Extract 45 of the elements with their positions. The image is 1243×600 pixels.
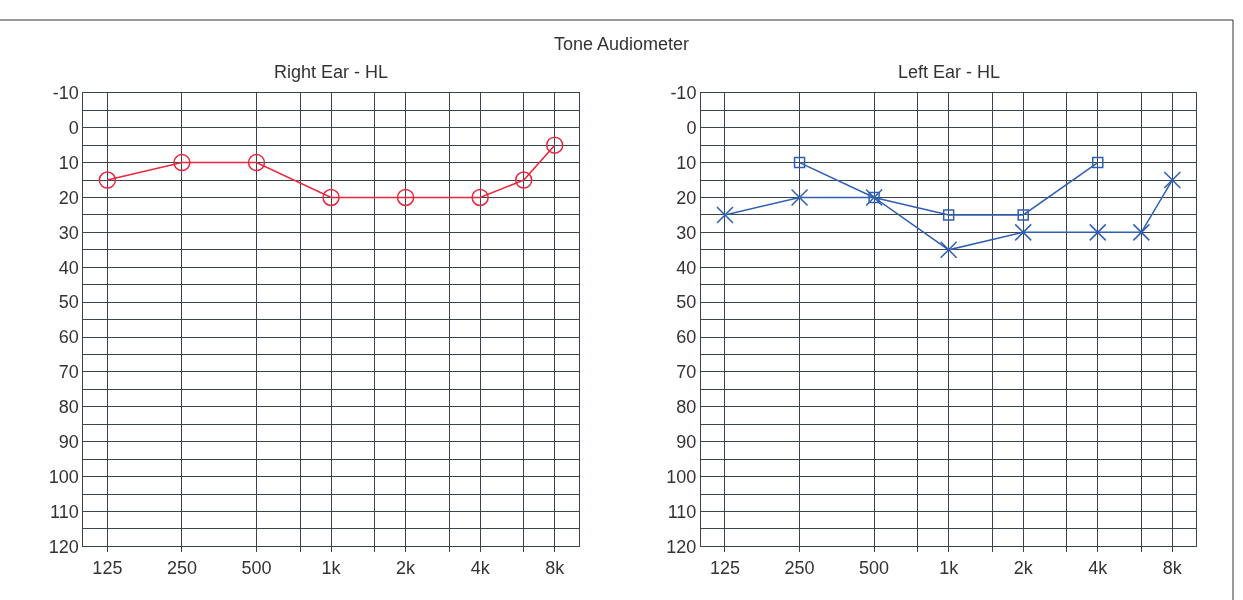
- y-tick-label: 80: [58, 397, 79, 418]
- y-tick-label: 80: [676, 397, 697, 418]
- x-tick-label: 1k: [939, 558, 960, 578]
- y-tick-label: 70: [58, 362, 79, 383]
- y-tick-label: 40: [676, 257, 697, 278]
- y-tick-label: 0: [686, 117, 697, 138]
- y-tick-label: 70: [676, 362, 697, 383]
- y-tick-label: 110: [50, 501, 79, 522]
- x-tick-label: 8k: [545, 558, 566, 578]
- x-tick-label: 2k: [1013, 558, 1034, 578]
- x-tick-label: 4k: [470, 558, 491, 578]
- x-tick-label: 125: [709, 558, 741, 578]
- y-tick-label: 40: [58, 257, 79, 278]
- y-tick-label: 20: [58, 187, 79, 208]
- y-tick-label: 100: [666, 466, 697, 487]
- x-tick-label: 250: [784, 558, 815, 578]
- y-tick-label: 60: [58, 327, 79, 348]
- y-tick-label: 10: [58, 152, 79, 173]
- y-tick-label: 90: [58, 432, 79, 453]
- x-tick-label: 1k: [321, 558, 342, 578]
- y-tick-label: 60: [676, 327, 697, 348]
- y-tick-label: 20: [676, 187, 697, 208]
- x-tick-label: 250: [166, 558, 197, 578]
- y-tick-label: 10: [676, 152, 697, 173]
- chart-title: Left Ear - HL: [898, 62, 1001, 82]
- y-tick-label: 30: [676, 222, 697, 243]
- x-tick-label: 2k: [396, 558, 417, 578]
- y-tick-label: 30: [58, 222, 79, 243]
- y-tick-label: 120: [48, 536, 79, 557]
- text: Tone Audiometer: [554, 34, 690, 54]
- x-tick-label: 8k: [1162, 558, 1183, 578]
- y-tick-label: 50: [676, 292, 697, 313]
- y-tick-label: -10: [52, 83, 79, 104]
- x-tick-label: 4k: [1088, 558, 1109, 578]
- x-tick-label: 125: [92, 558, 123, 578]
- y-tick-label: 90: [676, 432, 697, 453]
- chart-title: Right Ear - HL: [274, 62, 389, 82]
- y-tick-label: 100: [48, 466, 79, 487]
- y-tick-label: 110: [667, 501, 697, 522]
- x-tick-label: 500: [241, 558, 272, 578]
- y-tick-label: 0: [68, 117, 79, 138]
- y-tick-label: 120: [666, 536, 697, 557]
- y-tick-label: 50: [58, 292, 79, 313]
- x-tick-label: 500: [859, 558, 890, 578]
- y-tick-label: -10: [670, 83, 697, 104]
